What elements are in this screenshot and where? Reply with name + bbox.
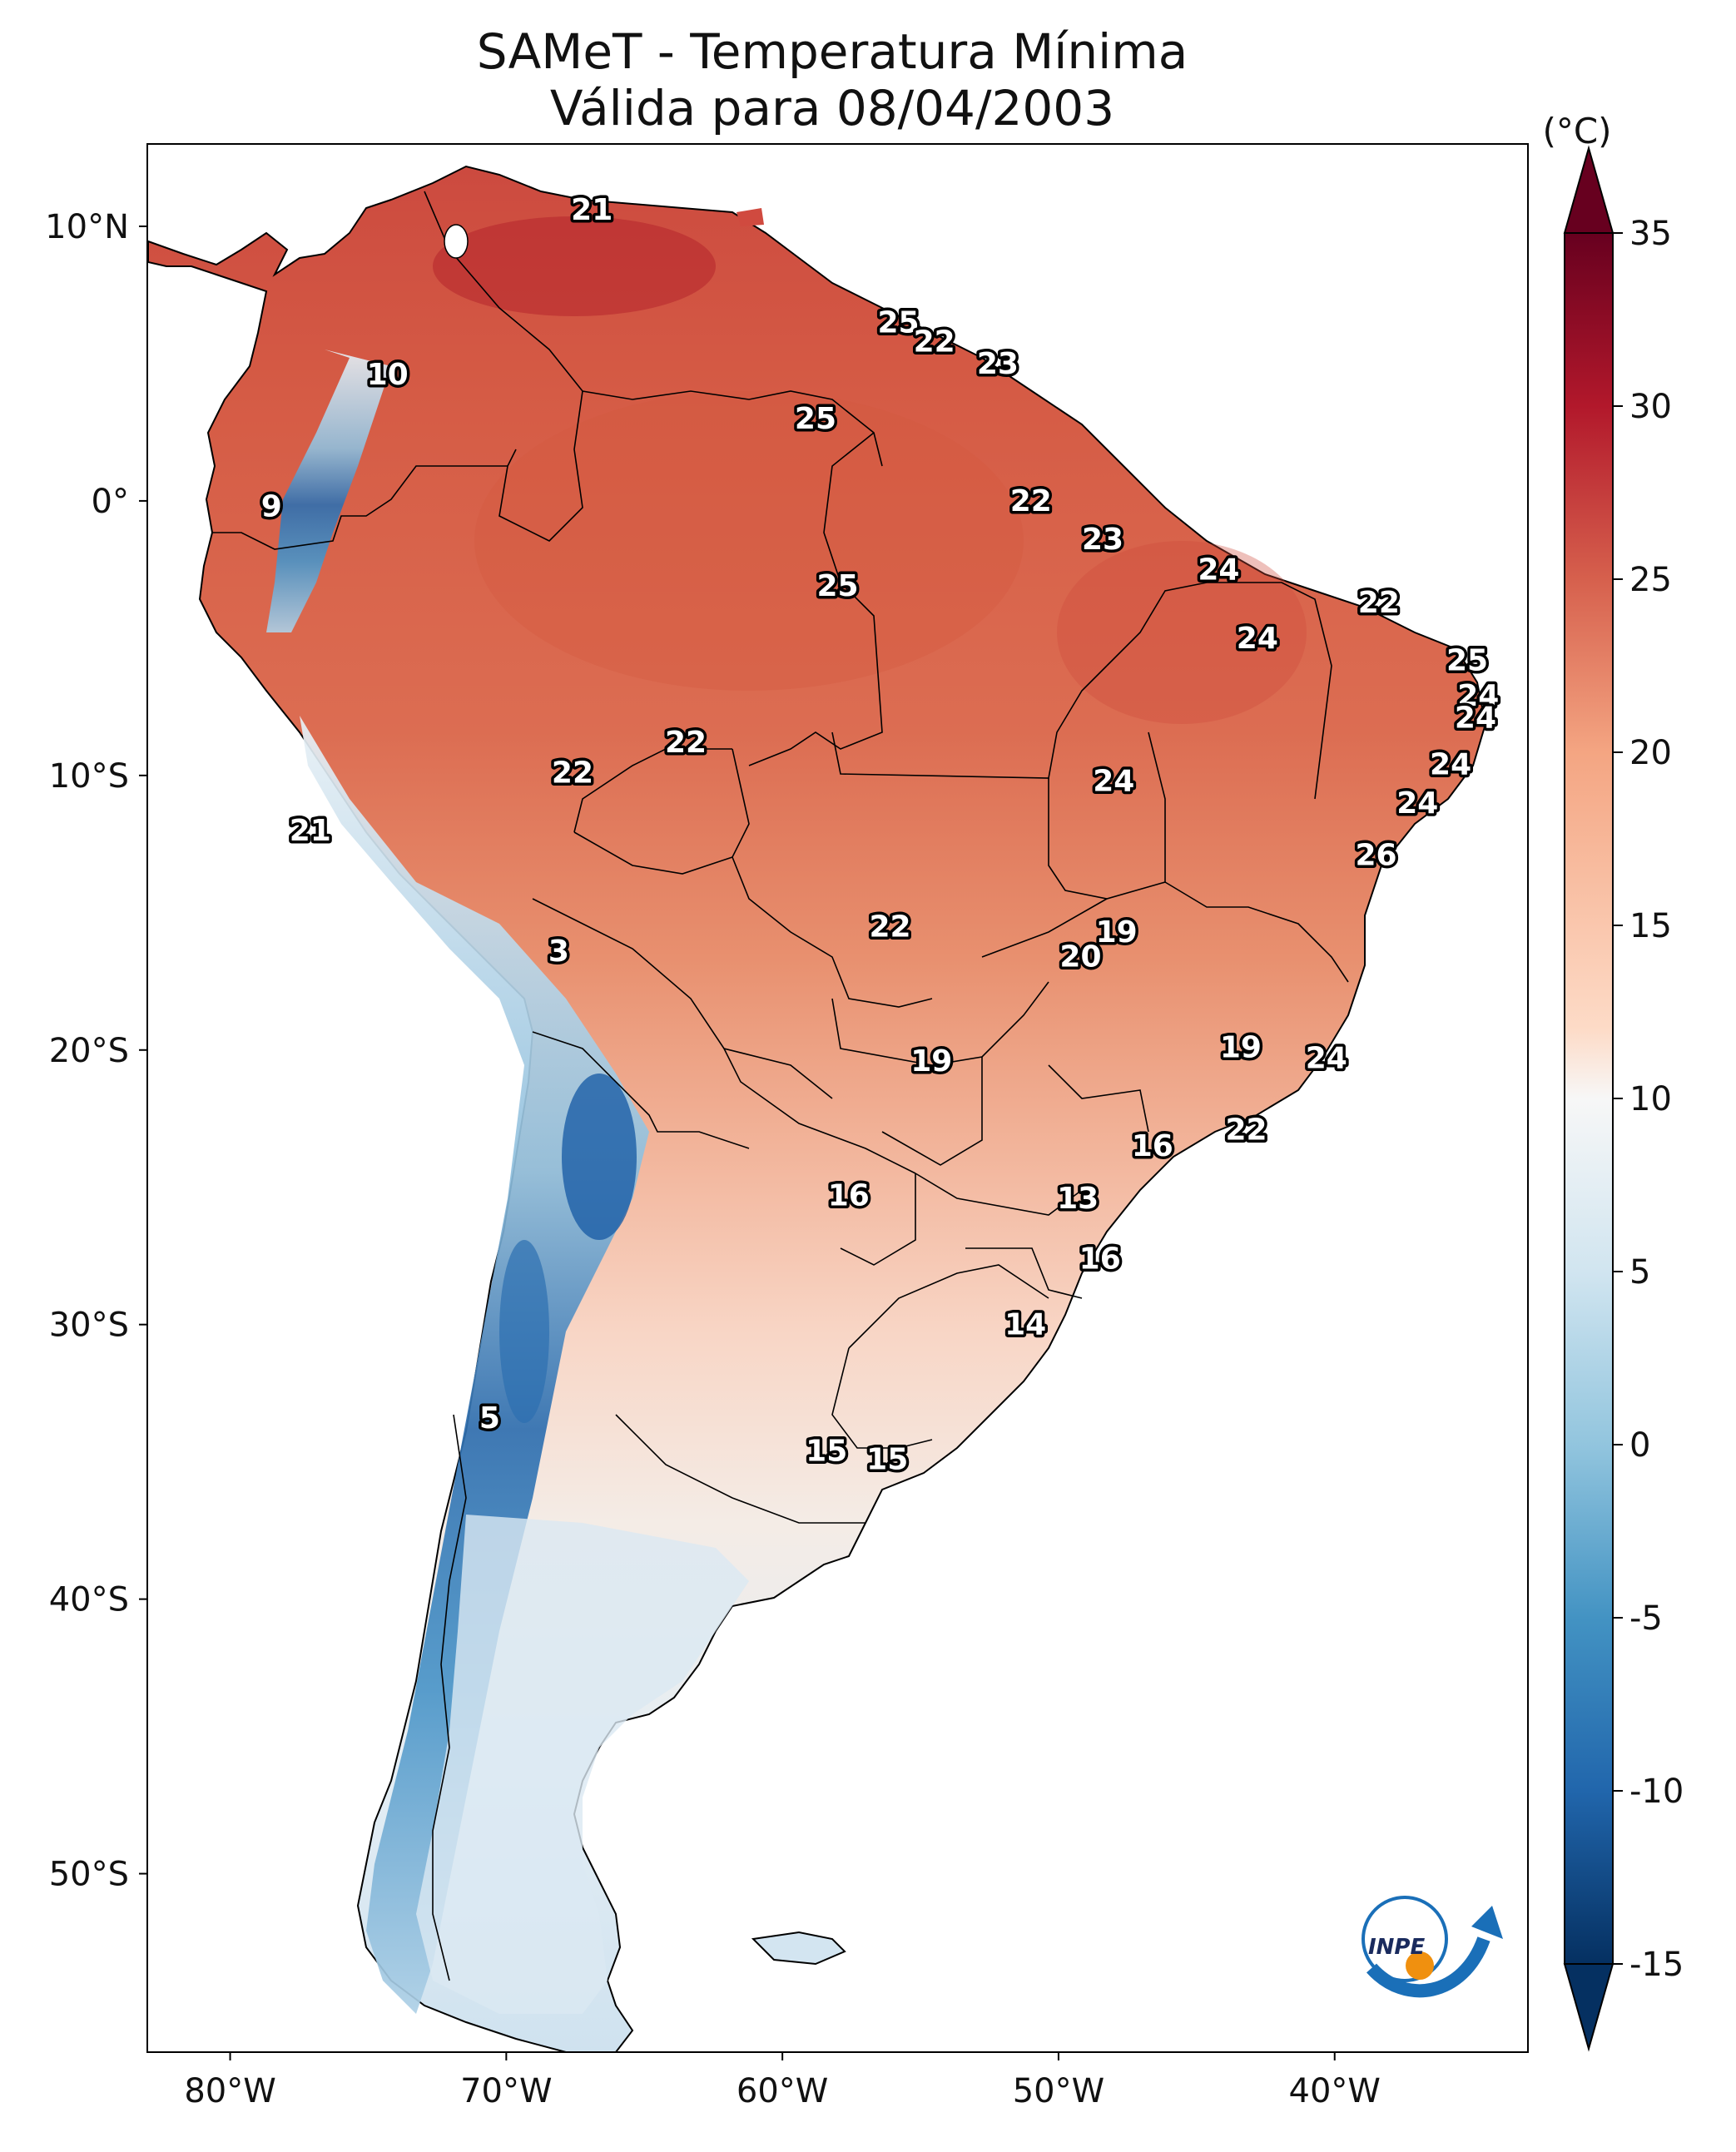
lat-tick-label: 50°S <box>49 1856 129 1894</box>
colorbar-tick-label: -10 <box>1629 1773 1684 1811</box>
station-value-label: 22 <box>1358 586 1400 620</box>
station-value-label: 25 <box>877 305 919 340</box>
logo-swoosh <box>1366 1936 1490 1998</box>
warm-core-amazon <box>474 391 1024 691</box>
colorbar-tick-label: 5 <box>1629 1253 1650 1292</box>
colorbar-tick-label: -5 <box>1629 1599 1663 1638</box>
station-value-label: 22 <box>1226 1113 1267 1147</box>
station-value-label: 24 <box>1396 786 1438 821</box>
cold-core-central-andes <box>499 1240 549 1423</box>
longitude-axis: 80°W 70°W 60°W 50°W 40°W <box>184 2052 1381 2110</box>
map-title: SAMeT - Temperatura Mínima <box>476 23 1188 80</box>
station-value-label: 3 <box>548 935 569 969</box>
station-value-label: 24 <box>1457 679 1499 713</box>
station-value-label: 20 <box>1059 940 1101 974</box>
colorbar-ticks: 35 30 25 20 15 10 5 0 -5 -10 -15 <box>1613 215 1684 1984</box>
cold-core-altiplano <box>562 1074 637 1240</box>
map-subtitle: Válida para 08/04/2003 <box>549 80 1115 136</box>
lat-tick-label: 40°S <box>49 1581 129 1619</box>
colorbar-tick-label: 20 <box>1629 734 1672 772</box>
colorbar: (°C) 35 30 25 20 15 10 5 0 -5 -10 -15 <box>1542 111 1684 2052</box>
station-value-label: 16 <box>1132 1129 1173 1163</box>
colorbar-tick-label: 35 <box>1629 215 1672 253</box>
falkland-islands <box>751 1931 846 1966</box>
station-value-label: 22 <box>914 325 955 359</box>
patagonia-cool-area <box>416 1515 749 2014</box>
colorbar-tick-label: 15 <box>1629 907 1672 945</box>
station-value-label: 24 <box>1306 1042 1347 1076</box>
colorbar-tick-label: 10 <box>1629 1080 1672 1118</box>
station-value-label: 25 <box>795 402 836 436</box>
station-value-label: 13 <box>1057 1182 1099 1216</box>
station-value-label: 24 <box>1093 764 1134 798</box>
station-value-label: 23 <box>1082 523 1123 557</box>
trinidad-island <box>737 208 764 226</box>
station-value-label: 24 <box>1237 622 1278 656</box>
station-value-label: 26 <box>1355 839 1396 873</box>
station-value-label: 10 <box>367 358 409 392</box>
colorbar-tick-label: 0 <box>1629 1426 1650 1465</box>
political-borders <box>212 191 1349 1981</box>
lon-tick-label: 60°W <box>737 2072 828 2110</box>
logo-text: INPE <box>1368 1935 1425 1960</box>
andes-cold-band-south <box>300 716 649 2014</box>
station-value-label: 15 <box>806 1434 847 1468</box>
lat-tick-label: 10°N <box>45 208 129 246</box>
station-value-label: 16 <box>828 1179 870 1213</box>
station-value-label: 24 <box>1430 748 1471 782</box>
station-value-label: 24 <box>1198 553 1239 587</box>
colorbar-bottom-extension <box>1563 1963 1614 2052</box>
warm-core-northeast <box>1057 541 1307 724</box>
logo-sun <box>1406 1951 1434 1980</box>
station-value-label: 14 <box>1004 1308 1046 1342</box>
station-value-label: 22 <box>869 910 910 944</box>
station-value-label: 9 <box>261 490 282 524</box>
station-value-label: 22 <box>552 756 593 791</box>
station-value-label: 21 <box>571 193 613 227</box>
lon-tick-label: 80°W <box>184 2072 275 2110</box>
colorbar-tick-label: -15 <box>1629 1946 1684 1984</box>
station-value-label: 22 <box>665 726 707 760</box>
latitude-axis: 10°N 0° 10°S 20°S 30°S 40°S 50°S <box>45 208 147 1894</box>
station-value-label: 21 <box>290 814 331 848</box>
lat-tick-label: 10°S <box>49 757 129 796</box>
station-value-label: 19 <box>1220 1030 1262 1064</box>
warm-core-venezuela <box>433 216 716 316</box>
colorbar-scale <box>1564 232 1614 1965</box>
station-value-label: 25 <box>816 569 858 603</box>
station-value-label: 23 <box>977 347 1019 381</box>
plot-frame <box>146 143 1529 2053</box>
station-value-label: 16 <box>1079 1242 1121 1277</box>
inpe-logo: INPE <box>1362 1896 1503 1998</box>
colorbar-tick-label: 30 <box>1629 388 1672 426</box>
station-value-label: 25 <box>1446 643 1488 677</box>
lat-tick-label: 30°S <box>49 1307 129 1345</box>
logo-ring <box>1362 1896 1448 1982</box>
andes-cold-band <box>266 350 391 632</box>
lon-tick-label: 40°W <box>1289 2072 1381 2110</box>
station-value-label: 19 <box>1096 915 1138 950</box>
station-value-label: 22 <box>1010 484 1052 518</box>
colorbar-top-extension <box>1563 145 1614 234</box>
station-value-label: 5 <box>479 1401 500 1435</box>
station-value-label: 24 <box>1455 702 1496 736</box>
station-value-label: 19 <box>910 1044 952 1078</box>
lon-tick-label: 70°W <box>460 2072 552 2110</box>
lat-tick-label: 20°S <box>49 1032 129 1070</box>
colorbar-unit: (°C) <box>1542 111 1611 151</box>
lake-maracaibo <box>444 224 469 259</box>
logo-arrow <box>1471 1906 1503 1939</box>
lon-tick-label: 50°W <box>1013 2072 1104 2110</box>
colorbar-tick-label: 25 <box>1629 561 1672 599</box>
station-value-label: 15 <box>866 1442 908 1476</box>
lat-tick-label: 0° <box>92 483 129 521</box>
